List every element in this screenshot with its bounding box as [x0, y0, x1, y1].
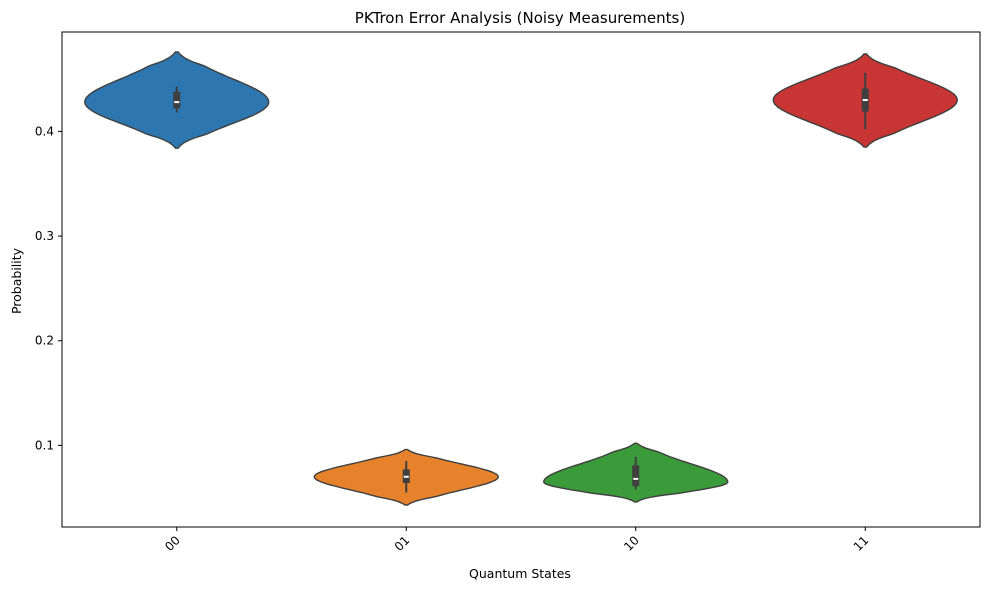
y-tick-label: 0.1 [35, 438, 54, 452]
x-axis: 00 01 10 11 [162, 527, 871, 554]
y-tick-label: 0.4 [35, 124, 54, 138]
x-tick-label: 11 [851, 533, 872, 554]
violin-iqr-box-00 [173, 91, 181, 109]
x-axis-label: Quantum States [469, 566, 571, 581]
violin-iqr-box-10 [632, 465, 640, 487]
violins-layer [84, 51, 958, 506]
plot-frame [61, 31, 981, 528]
y-axis-label: Probability [9, 247, 24, 314]
x-tick-label: 10 [621, 533, 642, 554]
y-axis: 0.1 0.2 0.3 0.4 [35, 124, 62, 452]
x-tick-label: 01 [392, 533, 413, 554]
y-tick-label: 0.2 [35, 334, 54, 348]
y-tick-label: 0.3 [35, 229, 54, 243]
x-tick-label: 00 [162, 533, 183, 554]
chart-title: PKTron Error Analysis (Noisy Measurement… [355, 9, 685, 27]
